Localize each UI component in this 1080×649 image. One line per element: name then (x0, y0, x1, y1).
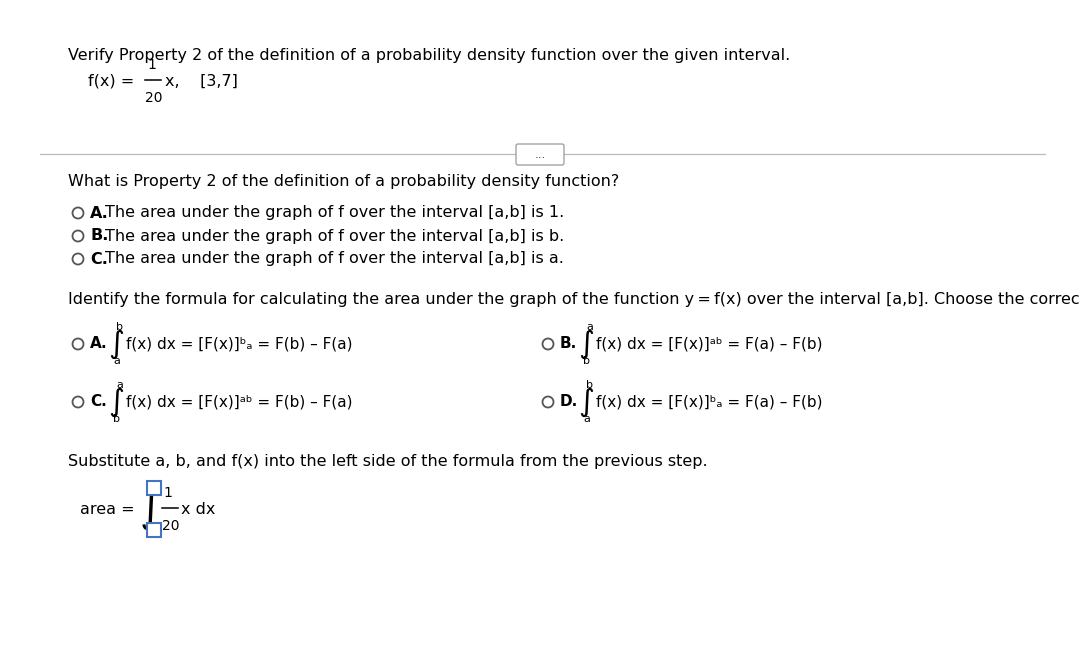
Text: ∫: ∫ (108, 329, 124, 359)
Text: Substitute a, b, and f(x) into the left side of the formula from the previous st: Substitute a, b, and f(x) into the left … (68, 454, 707, 469)
Text: ∫: ∫ (578, 329, 594, 359)
Text: x dx: x dx (181, 502, 215, 517)
Text: Verify Property 2 of the definition of a probability density function over the g: Verify Property 2 of the definition of a… (68, 48, 791, 63)
Text: a: a (583, 414, 590, 424)
Bar (147, 523, 161, 537)
Text: The area under the graph of f over the interval [a,b] is a.: The area under the graph of f over the i… (105, 252, 564, 267)
Text: 1: 1 (147, 58, 156, 72)
Text: 1: 1 (163, 486, 172, 500)
Text: A.: A. (90, 206, 109, 221)
Text: C.: C. (90, 395, 107, 410)
Text: 20: 20 (162, 519, 179, 533)
Text: ...: ... (535, 147, 545, 160)
Text: area =: area = (80, 502, 139, 517)
Text: ∫: ∫ (578, 387, 594, 417)
Text: B.: B. (90, 228, 108, 243)
Text: f(x) =: f(x) = (87, 73, 139, 88)
Text: B.: B. (561, 336, 577, 352)
Text: f(x) dx = [F(x)]ᵇₐ = F(b) – F(a): f(x) dx = [F(x)]ᵇₐ = F(b) – F(a) (126, 336, 352, 352)
Text: a: a (116, 380, 123, 390)
Text: a: a (113, 356, 120, 366)
Text: x,    [3,7]: x, [3,7] (165, 73, 238, 88)
Text: A.: A. (90, 336, 108, 352)
FancyBboxPatch shape (516, 144, 564, 165)
Text: Identify the formula for calculating the area under the graph of the function y : Identify the formula for calculating the… (68, 292, 1080, 307)
Text: b: b (113, 414, 120, 424)
Text: ∫: ∫ (108, 387, 124, 417)
Text: ∫: ∫ (140, 488, 162, 530)
Text: b: b (586, 380, 593, 390)
Text: f(x) dx = [F(x)]ᵃᵇ = F(a) – F(b): f(x) dx = [F(x)]ᵃᵇ = F(a) – F(b) (596, 336, 823, 352)
Text: f(x) dx = [F(x)]ᵃᵇ = F(b) – F(a): f(x) dx = [F(x)]ᵃᵇ = F(b) – F(a) (126, 395, 352, 410)
Text: f(x) dx = [F(x)]ᵇₐ = F(a) – F(b): f(x) dx = [F(x)]ᵇₐ = F(a) – F(b) (596, 395, 823, 410)
Text: The area under the graph of f over the interval [a,b] is b.: The area under the graph of f over the i… (105, 228, 564, 243)
Text: D.: D. (561, 395, 578, 410)
Bar (147, 481, 161, 495)
Text: a: a (586, 322, 593, 332)
Text: 20: 20 (145, 91, 162, 105)
Text: What is Property 2 of the definition of a probability density function?: What is Property 2 of the definition of … (68, 174, 619, 189)
Text: The area under the graph of f over the interval [a,b] is 1.: The area under the graph of f over the i… (105, 206, 564, 221)
Text: b: b (116, 322, 123, 332)
Text: b: b (583, 356, 590, 366)
Text: C.: C. (90, 252, 108, 267)
